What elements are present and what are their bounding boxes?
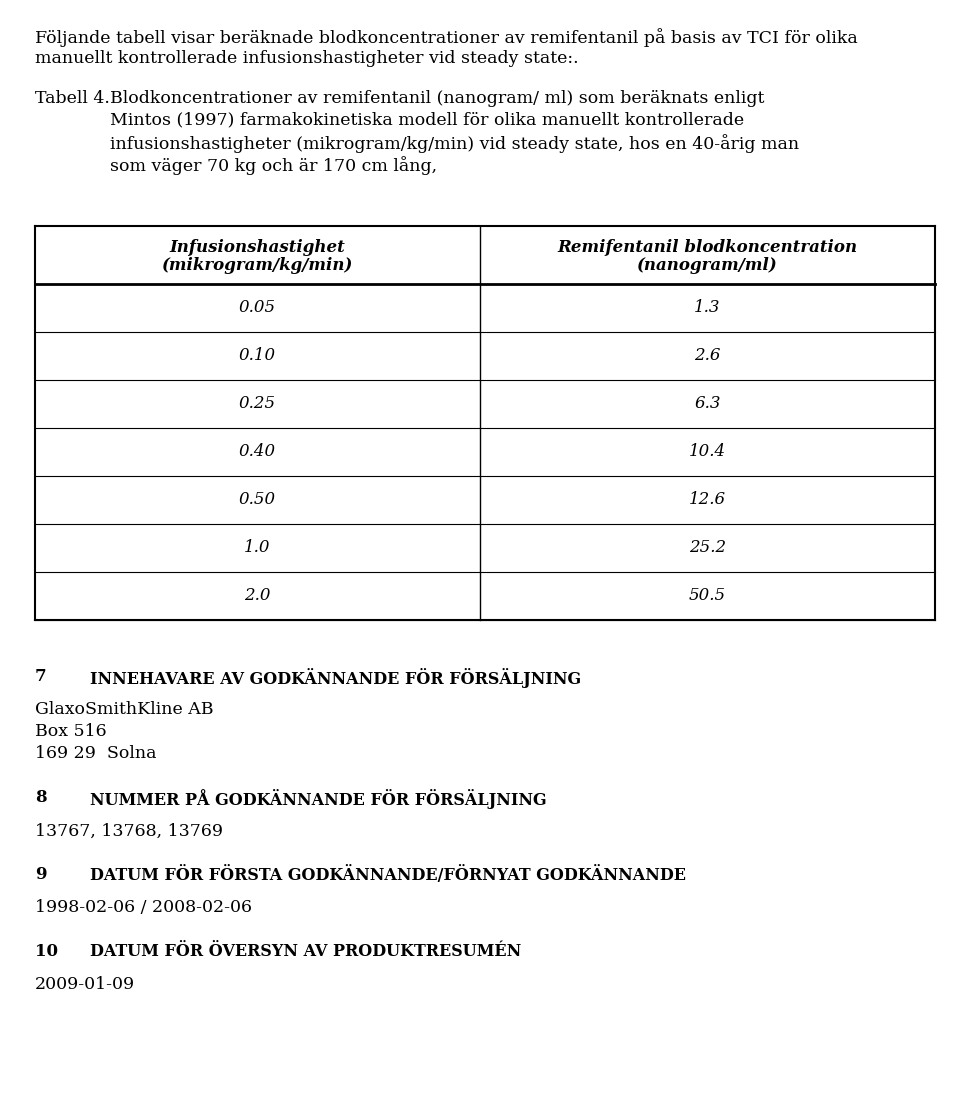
Text: DATUM FÖR ÖVERSYN AV PRODUKTRESUMÉN: DATUM FÖR ÖVERSYN AV PRODUKTRESUMÉN — [90, 943, 521, 961]
Text: Box 516: Box 516 — [35, 723, 107, 741]
Text: Blodkoncentrationer av remifentanil (nanogram/ ml) som beräknats enligt: Blodkoncentrationer av remifentanil (nan… — [110, 90, 764, 106]
Text: 9: 9 — [35, 866, 46, 883]
Text: 169 29  Solna: 169 29 Solna — [35, 745, 156, 763]
Text: 12.6: 12.6 — [689, 491, 726, 509]
Text: infusionshastigheter (mikrogram/kg/min) vid steady state, hos en 40-årig man: infusionshastigheter (mikrogram/kg/min) … — [110, 133, 799, 152]
Text: 0.05: 0.05 — [239, 300, 276, 316]
Text: 1.3: 1.3 — [694, 300, 721, 316]
Text: Infusionshastighet: Infusionshastighet — [170, 238, 346, 256]
Text: manuellt kontrollerade infusionshastigheter vid steady state:.: manuellt kontrollerade infusionshastighe… — [35, 50, 579, 67]
Text: 6.3: 6.3 — [694, 396, 721, 412]
Text: 25.2: 25.2 — [689, 539, 726, 557]
Text: (mikrogram/kg/min): (mikrogram/kg/min) — [162, 256, 353, 274]
Text: 2009-01-09: 2009-01-09 — [35, 977, 135, 993]
Text: (nanogram/ml): (nanogram/ml) — [637, 256, 778, 274]
Text: 10.4: 10.4 — [689, 443, 726, 461]
Text: GlaxoSmithKline AB: GlaxoSmithKline AB — [35, 701, 213, 719]
Text: Remifentanil blodkoncentration: Remifentanil blodkoncentration — [558, 238, 857, 256]
Text: 10: 10 — [35, 943, 58, 961]
Text: Tabell 4.: Tabell 4. — [35, 90, 109, 106]
Text: 1998-02-06 / 2008-02-06: 1998-02-06 / 2008-02-06 — [35, 899, 252, 917]
Text: Följande tabell visar beräknade blodkoncentrationer av remifentanil på basis av : Följande tabell visar beräknade blodkonc… — [35, 28, 857, 47]
Text: 0.40: 0.40 — [239, 443, 276, 461]
Text: 8: 8 — [35, 790, 47, 806]
Text: 50.5: 50.5 — [689, 587, 726, 605]
Text: 2.6: 2.6 — [694, 348, 721, 364]
Text: 0.25: 0.25 — [239, 396, 276, 412]
Text: 2.0: 2.0 — [244, 587, 271, 605]
Text: NUMMER PÅ GODKÄNNANDE FÖR FÖRSÄLJNING: NUMMER PÅ GODKÄNNANDE FÖR FÖRSÄLJNING — [90, 790, 546, 810]
Text: 0.50: 0.50 — [239, 491, 276, 509]
Text: Mintos (1997) farmakokinetiska modell för olika manuellt kontrollerade: Mintos (1997) farmakokinetiska modell fö… — [110, 112, 744, 129]
Text: INNEHAVARE AV GODKÄNNANDE FÖR FÖRSÄLJNING: INNEHAVARE AV GODKÄNNANDE FÖR FÖRSÄLJNIN… — [90, 668, 581, 688]
Text: 0.10: 0.10 — [239, 348, 276, 364]
Text: 13767, 13768, 13769: 13767, 13768, 13769 — [35, 823, 223, 839]
Text: 1.0: 1.0 — [244, 539, 271, 557]
Text: DATUM FÖR FÖRSTA GODKÄNNANDE/FÖRNYAT GODKÄNNANDE: DATUM FÖR FÖRSTA GODKÄNNANDE/FÖRNYAT GOD… — [90, 866, 686, 884]
Text: som väger 70 kg och är 170 cm lång,: som väger 70 kg och är 170 cm lång, — [110, 155, 437, 175]
Text: 7: 7 — [35, 668, 47, 686]
